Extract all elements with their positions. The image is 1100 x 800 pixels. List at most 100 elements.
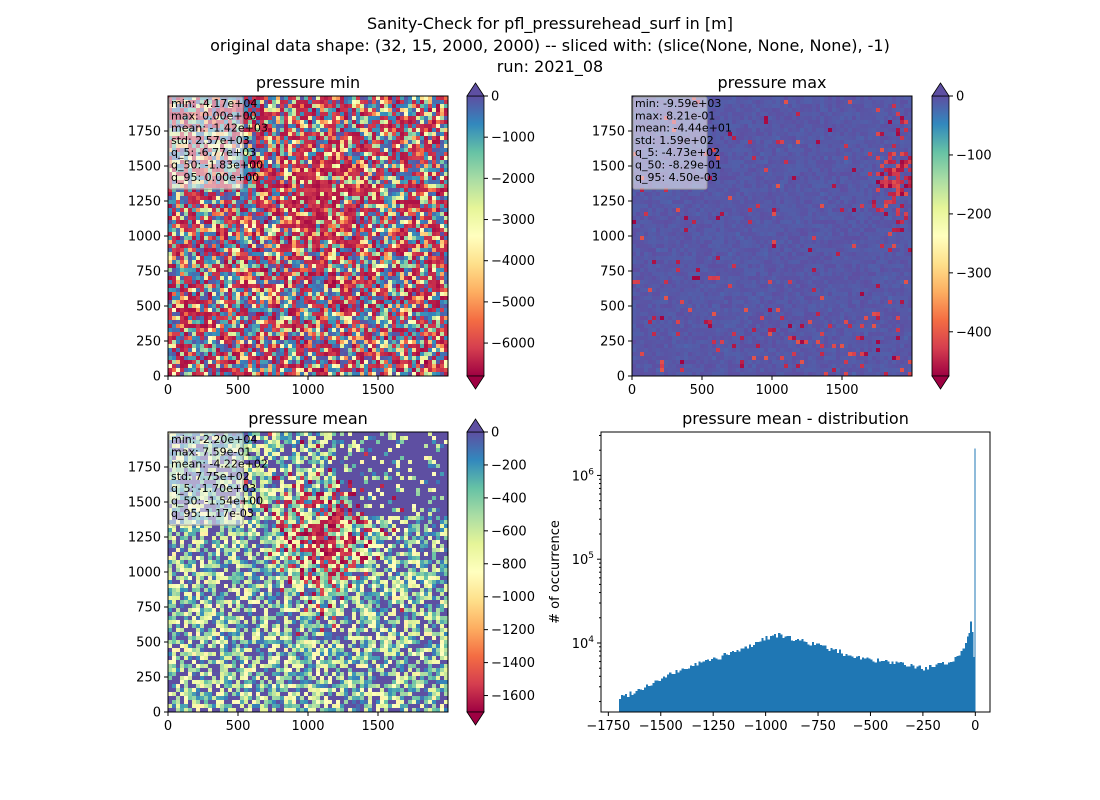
heatmap-cell [344, 356, 349, 361]
heatmap-cell [276, 272, 281, 277]
heatmap-cell [420, 164, 425, 169]
heatmap-cell [252, 116, 257, 121]
heatmap-cell [444, 288, 448, 293]
heatmap-cell [444, 296, 448, 301]
heatmap-cell [256, 160, 261, 165]
heatmap-cell [408, 184, 413, 189]
heatmap-cell [284, 108, 289, 113]
heatmap-cell [412, 192, 417, 197]
heatmap-cell [188, 272, 193, 277]
heatmap-cell [440, 216, 445, 221]
heatmap-cell [356, 276, 361, 281]
heatmap-cell [324, 296, 329, 301]
heatmap-cell [428, 248, 433, 253]
heatmap-cell [316, 292, 321, 297]
heatmap-cell [260, 188, 265, 193]
heatmap-cell [428, 240, 433, 245]
heatmap-cell [232, 224, 237, 229]
heatmap-cell [392, 228, 397, 233]
heatmap-cell [416, 128, 421, 133]
heatmap-cell [368, 164, 373, 169]
heatmap-cell [304, 120, 309, 125]
heatmap-cell [216, 192, 221, 197]
heatmap-cell [272, 264, 277, 269]
heatmap-cell [440, 236, 445, 241]
heatmap-cell [176, 320, 181, 325]
heatmap-cell [252, 344, 257, 349]
heatmap-cell [352, 332, 357, 337]
heatmap-cell [244, 220, 249, 225]
heatmap-cell [284, 148, 289, 153]
heatmap-cell [420, 356, 425, 361]
heatmap-cell [352, 140, 357, 145]
heatmap-cell [376, 216, 381, 221]
heatmap-cell [232, 328, 237, 333]
heatmap-cell [416, 264, 421, 269]
heatmap-cell [312, 176, 317, 181]
heatmap-cell [196, 352, 201, 357]
heatmap-cell [168, 216, 173, 221]
heatmap-cell [224, 348, 229, 353]
heatmap-cell [428, 360, 433, 365]
heatmap-cell [284, 156, 289, 161]
heatmap-cell [292, 120, 297, 125]
heatmap-cell [432, 336, 437, 341]
heatmap-cell [432, 304, 437, 309]
heatmap-cell [384, 152, 389, 157]
heatmap-cell [292, 244, 297, 249]
heatmap-cell [272, 328, 277, 333]
heatmap-cell [444, 224, 448, 229]
heatmap-cell [424, 324, 429, 329]
heatmap-cell [328, 160, 333, 165]
heatmap-cell [228, 364, 233, 369]
heatmap-cell [232, 332, 237, 337]
heatmap-cell [336, 188, 341, 193]
heatmap-cell [316, 132, 321, 137]
heatmap-cell [440, 232, 445, 237]
heatmap-cell [192, 268, 197, 273]
heatmap-cell [408, 228, 413, 233]
heatmap-cell [380, 336, 385, 341]
heatmap-cell [244, 180, 249, 185]
heatmap-cell [248, 156, 253, 161]
heatmap-cell [292, 180, 297, 185]
heatmap-cell [344, 176, 349, 181]
heatmap-cell [256, 220, 261, 225]
heatmap-cell [324, 104, 329, 109]
heatmap-cell [404, 292, 409, 297]
heatmap-cell [280, 360, 285, 365]
heatmap-cell [364, 312, 369, 317]
heatmap-cell [252, 304, 257, 309]
heatmap-cell [308, 212, 313, 217]
heatmap-cell [224, 328, 229, 333]
heatmap-cell [408, 124, 413, 129]
heatmap-cell [228, 300, 233, 305]
heatmap-cell [396, 228, 401, 233]
heatmap-cell [344, 208, 349, 213]
heatmap-cell [412, 320, 417, 325]
heatmap-cell [444, 136, 448, 141]
heatmap-cell [276, 264, 281, 269]
heatmap-cell [364, 128, 369, 133]
heatmap-cell [412, 124, 417, 129]
heatmap-cell [268, 172, 273, 177]
heatmap-cell [404, 276, 409, 281]
heatmap-cell [260, 320, 265, 325]
heatmap-cell [308, 172, 313, 177]
heatmap-cell [196, 268, 201, 273]
heatmap-cell [420, 220, 425, 225]
heatmap-cell [392, 164, 397, 169]
heatmap-cell [268, 152, 273, 157]
heatmap-cell [344, 248, 349, 253]
heatmap-cell [228, 204, 233, 209]
heatmap-cell [172, 224, 177, 229]
heatmap-cell [168, 300, 173, 305]
heatmap-cell [396, 296, 401, 301]
heatmap-cell [308, 136, 313, 141]
heatmap-cell [180, 288, 185, 293]
heatmap-cell [392, 288, 397, 293]
heatmap-cell [324, 216, 329, 221]
heatmap-cell [212, 236, 217, 241]
heatmap-cell [360, 128, 365, 133]
heatmap-cell [436, 224, 441, 229]
